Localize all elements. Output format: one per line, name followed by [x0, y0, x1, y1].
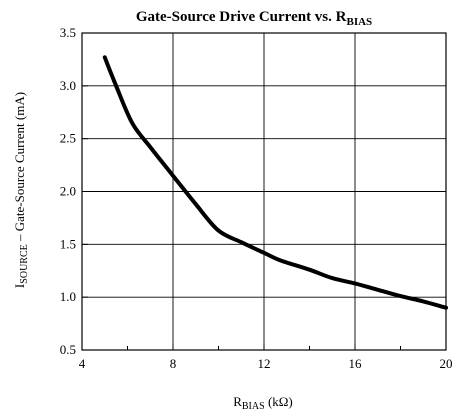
y-tick-label: 1.5: [60, 236, 76, 251]
x-axis-label-main: R: [233, 394, 242, 409]
series-line: [102, 55, 448, 310]
grid: [82, 33, 446, 350]
y-axis-label-rest: – Gate-Source Current (mA): [12, 92, 27, 244]
y-axis-label-main: I: [12, 284, 27, 288]
x-tick-label: 4: [79, 356, 86, 371]
chart-title-main: Gate-Source Drive Current vs. R: [136, 9, 347, 25]
x-axis-ticks: 4 8 12 16 20: [79, 344, 453, 371]
y-tick-label: 3.0: [60, 78, 76, 93]
x-tick-label: 20: [440, 356, 453, 371]
y-tick-label: 0.5: [60, 342, 76, 357]
y-axis-label: ISOURCE – Gate-Source Current (mA): [12, 92, 30, 288]
y-tick-label: 2.0: [60, 184, 76, 199]
x-tick-label: 8: [170, 356, 177, 371]
y-tick-label: 3.5: [60, 25, 76, 40]
x-axis-label-unit: (kΩ): [265, 394, 293, 409]
y-tick-label: 1.0: [60, 289, 76, 304]
x-tick-label: 12: [258, 356, 271, 371]
y-tick-label: 2.5: [60, 131, 76, 146]
chart-title: Gate-Source Drive Current vs. RBIAS: [136, 9, 372, 28]
y-axis-label-subscript: SOURCE: [19, 244, 30, 283]
x-axis-label-subscript: BIAS: [242, 401, 265, 412]
y-axis-ticks: 0.5 1.0 1.5 2.0 2.5 3.0 3.5: [60, 25, 88, 357]
x-axis-label: RBIAS (kΩ): [233, 394, 293, 412]
x-tick-label: 16: [349, 356, 363, 371]
chart-title-subscript: BIAS: [346, 16, 372, 28]
